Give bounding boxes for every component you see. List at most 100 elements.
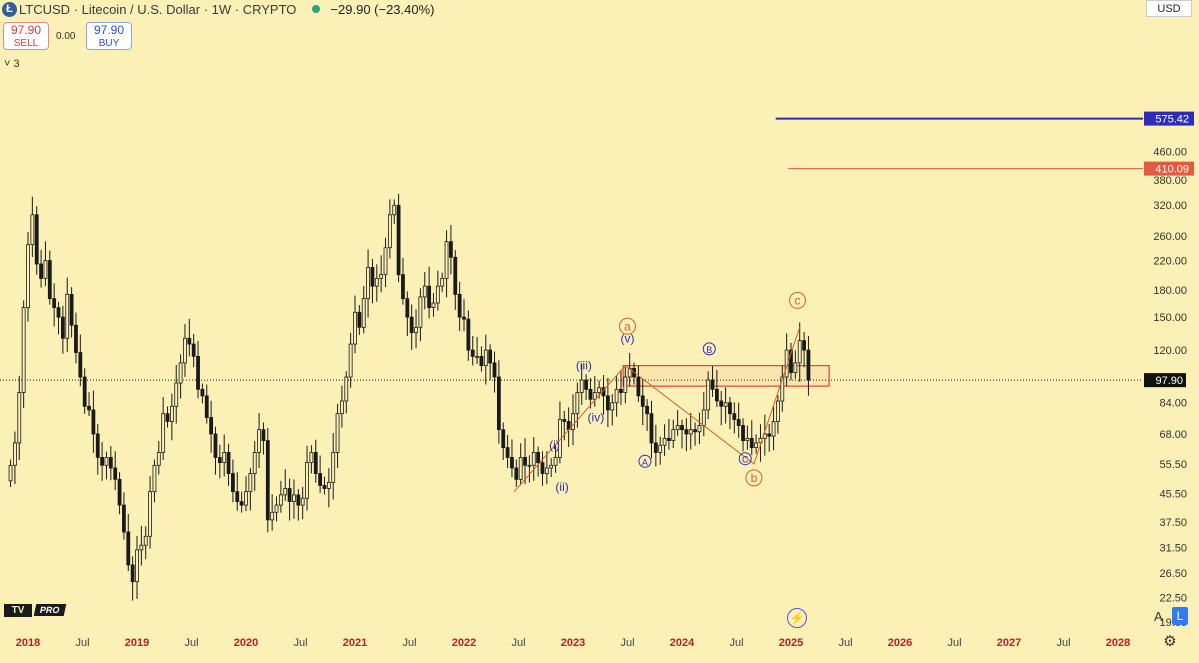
symbol-description[interactable]: Litecoin / U.S. Dollar · 1W · CRYPTO — [81, 1, 297, 17]
candle-body — [767, 433, 772, 437]
candle-body — [479, 355, 484, 367]
indicator-count: 3 — [13, 58, 20, 70]
candle-body — [143, 535, 148, 546]
candle-body — [13, 442, 17, 466]
candle-body — [492, 362, 497, 378]
candle-body — [126, 531, 131, 566]
candle-body — [326, 481, 331, 489]
lightning-icon[interactable]: ⚡ — [787, 608, 807, 628]
wave-label[interactable]: C — [742, 455, 749, 465]
candle-body — [209, 417, 214, 435]
time-axis[interactable] — [0, 630, 1199, 658]
candle-body — [784, 349, 789, 378]
candle-body — [52, 298, 57, 308]
candle-body — [741, 425, 745, 442]
resistance-zone[interactable] — [622, 365, 830, 387]
wave-label[interactable]: (i) — [549, 438, 560, 452]
candle-body — [806, 349, 811, 381]
y-tick-label: 45.50 — [1159, 488, 1187, 500]
candle-body — [178, 362, 183, 384]
wave-label[interactable]: (ii) — [555, 480, 568, 494]
candle-body — [571, 413, 575, 431]
candle-body — [658, 444, 663, 453]
currency-select[interactable]: USD — [1146, 0, 1192, 17]
wave-label[interactable]: b — [751, 471, 758, 485]
wave-label-circle — [789, 291, 807, 309]
candle-body — [26, 244, 30, 308]
candle-body — [322, 484, 327, 489]
x-tick-label: 2028 — [1106, 637, 1130, 649]
candle-body — [217, 457, 222, 464]
candle-body — [584, 379, 588, 390]
x-tick-label: Jul — [729, 637, 743, 649]
candle-body — [261, 429, 266, 442]
candle-body — [257, 429, 261, 453]
candle-body — [191, 343, 196, 357]
candle-body — [21, 307, 26, 393]
candle-body — [435, 285, 440, 304]
candle-body — [610, 402, 615, 411]
candle-body — [292, 494, 296, 503]
log-scale-button[interactable]: L — [1172, 607, 1188, 625]
candle-body — [222, 452, 227, 464]
gear-icon[interactable]: ⚙ — [1163, 633, 1177, 650]
candle-body — [283, 488, 288, 496]
wave-label[interactable]: a — [624, 319, 631, 333]
candle-body — [453, 256, 458, 295]
candle-body — [396, 204, 401, 276]
candle-body — [130, 564, 135, 583]
candle-body — [305, 462, 309, 499]
candle-body — [653, 442, 658, 453]
candle-body — [431, 302, 436, 308]
candle-body — [309, 452, 314, 464]
x-tick-label: 2021 — [343, 637, 367, 649]
candle-body — [39, 263, 43, 279]
candle-body — [728, 402, 732, 415]
indicators-toggle[interactable]: ˅ 3 — [4, 58, 20, 70]
wave-label[interactable]: B — [706, 345, 712, 355]
sell-price: 97.90 — [10, 23, 42, 37]
wave-line[interactable] — [513, 327, 801, 492]
x-tick-label: Jul — [1056, 637, 1070, 649]
candle-body — [619, 388, 623, 393]
y-tick-label: 380.00 — [1153, 175, 1187, 187]
wave-label[interactable]: (v) — [621, 331, 635, 345]
wave-label-circle — [638, 454, 652, 468]
candle-body — [60, 316, 65, 339]
buy-price: 97.90 — [93, 23, 125, 37]
tradingview-logo[interactable]: TV PRO — [4, 603, 66, 617]
candle-body — [379, 274, 384, 279]
x-tick-label: Jul — [184, 637, 198, 649]
candle-body — [531, 452, 536, 466]
candle-body — [187, 337, 192, 345]
wave-label[interactable]: (iii) — [576, 359, 592, 373]
y-tick-label: 31.50 — [1159, 543, 1187, 555]
candle-body — [87, 405, 91, 411]
price-change: −29.90 (−23.40%) — [330, 1, 435, 17]
y-tick-label: 180.00 — [1153, 285, 1187, 297]
candle-body — [100, 457, 105, 466]
candle-body — [82, 376, 87, 407]
candle-body — [518, 457, 523, 480]
sell-button[interactable]: 97.90 SELL — [3, 22, 49, 50]
candle-body — [505, 447, 510, 458]
wave-label[interactable]: A — [642, 457, 648, 467]
candle-body — [117, 478, 122, 506]
sell-label: SELL — [13, 38, 39, 49]
candle-body — [235, 491, 240, 503]
wave-label-circle — [745, 469, 763, 487]
x-tick-label: 2027 — [997, 637, 1021, 649]
candle-body — [649, 413, 654, 444]
wave-label-circle — [702, 342, 716, 356]
buy-button[interactable]: 97.90 BUY — [86, 22, 132, 50]
auto-scale-button[interactable]: A — [1154, 609, 1163, 624]
symbol-name[interactable]: LTCUSD — [19, 1, 71, 17]
wave-label[interactable]: c — [795, 293, 801, 307]
candle-body — [313, 452, 318, 474]
candle-body — [156, 452, 161, 466]
wave-label[interactable]: (iv) — [588, 411, 605, 425]
candle-body — [340, 400, 344, 415]
y-tick-label: 68.00 — [1159, 429, 1187, 441]
